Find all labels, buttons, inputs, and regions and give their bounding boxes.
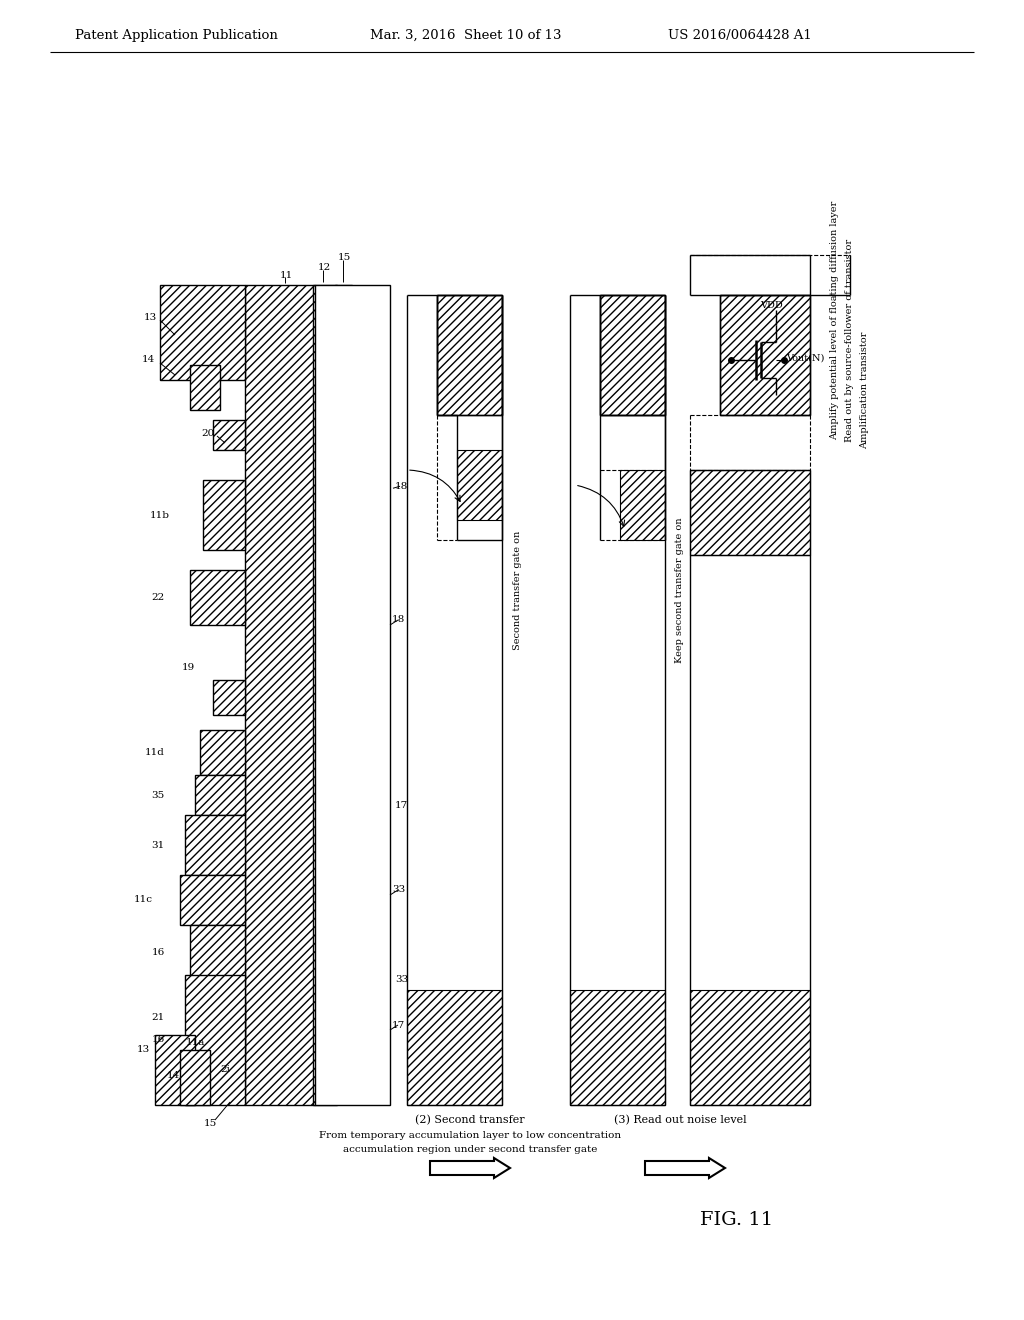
Bar bbox=[437, 294, 502, 414]
Text: US 2016/0064428 A1: US 2016/0064428 A1 bbox=[668, 29, 812, 41]
Text: 2i: 2i bbox=[220, 1065, 230, 1074]
Bar bbox=[600, 294, 665, 414]
Bar bbox=[180, 875, 245, 925]
FancyArrow shape bbox=[430, 1158, 510, 1177]
Bar bbox=[600, 294, 665, 414]
Text: 19: 19 bbox=[181, 664, 195, 672]
Bar bbox=[180, 1049, 210, 1105]
Text: From temporary accumulation layer to low concentration: From temporary accumulation layer to low… bbox=[318, 1130, 622, 1139]
Text: 22: 22 bbox=[152, 593, 165, 602]
Text: FIG. 11: FIG. 11 bbox=[700, 1210, 773, 1229]
Bar bbox=[690, 470, 810, 554]
Bar bbox=[190, 925, 245, 979]
Text: Read out by source-follower of transistor: Read out by source-follower of transisto… bbox=[845, 239, 854, 442]
Bar bbox=[190, 366, 220, 411]
Bar bbox=[690, 470, 810, 554]
Bar bbox=[155, 1035, 195, 1105]
Text: 15: 15 bbox=[204, 1118, 217, 1127]
Text: 14: 14 bbox=[141, 355, 155, 364]
Bar bbox=[335, 285, 352, 719]
Text: Amplify potential level of floating diffusion layer: Amplify potential level of floating diff… bbox=[830, 201, 839, 440]
Text: 21: 21 bbox=[152, 1012, 165, 1022]
Text: 31: 31 bbox=[152, 841, 165, 850]
Text: 13: 13 bbox=[137, 1045, 150, 1055]
Bar bbox=[185, 814, 245, 875]
Bar bbox=[190, 570, 245, 624]
FancyArrow shape bbox=[645, 1158, 725, 1177]
Bar bbox=[690, 990, 810, 1105]
Text: Amplification transistor: Amplification transistor bbox=[860, 331, 869, 449]
Text: (3) Read out noise level: (3) Read out noise level bbox=[613, 1115, 746, 1125]
Bar bbox=[160, 285, 245, 380]
Text: 15: 15 bbox=[338, 252, 351, 261]
Text: 11d: 11d bbox=[145, 748, 165, 756]
Bar bbox=[195, 775, 245, 814]
Bar bbox=[200, 730, 245, 775]
Text: 11a: 11a bbox=[185, 1038, 205, 1047]
Bar bbox=[620, 470, 665, 540]
Bar bbox=[407, 990, 502, 1105]
Text: accumulation region under second transfer gate: accumulation region under second transfe… bbox=[343, 1144, 597, 1154]
Text: 17: 17 bbox=[395, 800, 409, 809]
Text: 20: 20 bbox=[202, 429, 215, 437]
Text: Keep second transfer gate on: Keep second transfer gate on bbox=[676, 517, 684, 663]
Text: 18: 18 bbox=[392, 615, 406, 624]
Text: 16: 16 bbox=[152, 948, 165, 957]
Bar bbox=[437, 294, 502, 414]
Text: 33: 33 bbox=[392, 886, 406, 895]
Bar bbox=[570, 990, 665, 1105]
Text: 13: 13 bbox=[143, 313, 157, 322]
Text: Second transfer gate on: Second transfer gate on bbox=[512, 531, 521, 649]
Bar bbox=[200, 1001, 245, 1045]
Bar bbox=[720, 294, 810, 414]
Text: 11c: 11c bbox=[134, 895, 153, 904]
Bar bbox=[245, 285, 315, 1105]
Text: 33: 33 bbox=[395, 975, 409, 985]
Bar bbox=[313, 285, 337, 1105]
Text: (2) Second transfer: (2) Second transfer bbox=[415, 1115, 525, 1125]
Text: 17: 17 bbox=[392, 1020, 406, 1030]
Text: Patent Application Publication: Patent Application Publication bbox=[75, 29, 278, 41]
Bar bbox=[185, 975, 245, 1105]
Bar bbox=[213, 420, 245, 450]
Text: 11: 11 bbox=[280, 271, 293, 280]
Text: Mar. 3, 2016  Sheet 10 of 13: Mar. 3, 2016 Sheet 10 of 13 bbox=[370, 29, 561, 41]
Text: 12: 12 bbox=[318, 263, 331, 272]
Bar bbox=[213, 680, 245, 715]
Bar bbox=[315, 285, 390, 1105]
Text: 14: 14 bbox=[167, 1071, 180, 1080]
Bar bbox=[457, 450, 502, 520]
Text: 18: 18 bbox=[395, 482, 409, 491]
Text: Vout(N): Vout(N) bbox=[786, 354, 824, 363]
Text: VDD: VDD bbox=[760, 301, 782, 309]
Text: 16: 16 bbox=[152, 1035, 165, 1044]
Text: 35: 35 bbox=[152, 791, 165, 800]
Bar bbox=[720, 294, 810, 414]
Bar bbox=[185, 1045, 245, 1055]
Bar bbox=[203, 480, 245, 550]
Text: 11b: 11b bbox=[150, 511, 170, 520]
